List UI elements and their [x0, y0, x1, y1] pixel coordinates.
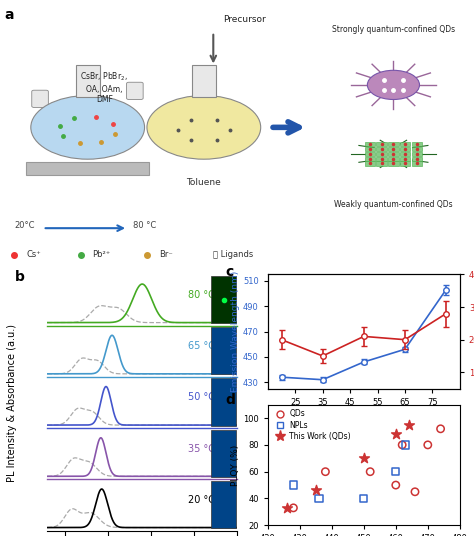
Text: PL Intensity & Absorbance (a.u.): PL Intensity & Absorbance (a.u.)	[7, 324, 17, 481]
Point	[405, 420, 412, 429]
Bar	[192, 65, 216, 97]
Circle shape	[147, 95, 261, 159]
Text: 35 °C: 35 °C	[188, 444, 215, 453]
Text: CsBr, PbBr$_2$,
OA, OAm,
DMF: CsBr, PbBr$_2$, OA, OAm, DMF	[81, 71, 128, 104]
Text: Cs⁺: Cs⁺	[26, 250, 41, 259]
Bar	[388, 142, 399, 146]
Bar	[376, 142, 387, 146]
Text: 〜 Ligands: 〜 Ligands	[213, 250, 254, 259]
Text: c: c	[226, 265, 234, 279]
Bar	[365, 161, 375, 166]
Point	[312, 486, 319, 495]
Bar	[412, 157, 422, 161]
Point	[424, 441, 432, 449]
Bar	[400, 152, 410, 156]
Circle shape	[367, 70, 419, 100]
Text: 65 °C: 65 °C	[188, 341, 215, 351]
Text: Toluene: Toluene	[186, 178, 221, 187]
Circle shape	[31, 95, 145, 159]
Bar	[400, 161, 410, 166]
Point	[392, 467, 400, 476]
Bar	[365, 152, 375, 156]
Point	[401, 441, 409, 449]
Bar	[388, 147, 399, 151]
Bar	[211, 378, 236, 426]
Text: 20°C: 20°C	[14, 221, 35, 230]
Text: Precursor: Precursor	[223, 15, 265, 24]
Bar	[388, 157, 399, 161]
Bar	[26, 162, 149, 175]
Bar	[365, 142, 375, 146]
Point	[283, 504, 291, 512]
Bar	[376, 152, 387, 156]
Bar	[412, 161, 422, 166]
Bar	[376, 147, 387, 151]
Text: b: b	[15, 270, 25, 284]
Text: 20 °C: 20 °C	[188, 495, 215, 505]
Text: 80 °C: 80 °C	[133, 221, 156, 230]
Point	[411, 488, 419, 496]
Bar	[211, 481, 236, 528]
Point	[360, 454, 368, 463]
Bar	[76, 65, 100, 97]
Text: a: a	[5, 8, 14, 22]
FancyBboxPatch shape	[127, 82, 143, 100]
Bar	[400, 157, 410, 161]
Point	[437, 425, 445, 433]
Y-axis label: Emission Wavelength (nm): Emission Wavelength (nm)	[231, 271, 240, 392]
Bar	[400, 147, 410, 151]
Point	[290, 481, 297, 489]
Point	[315, 494, 323, 503]
Text: Pb²⁺: Pb²⁺	[92, 250, 111, 259]
Bar	[211, 430, 236, 477]
Point	[360, 494, 368, 503]
Text: Strongly quantum-confined QDs: Strongly quantum-confined QDs	[332, 25, 455, 34]
Y-axis label: PLQY (%): PLQY (%)	[231, 444, 240, 486]
Point	[392, 481, 400, 489]
Bar	[365, 157, 375, 161]
Text: 50 °C: 50 °C	[188, 392, 215, 403]
Bar	[412, 142, 422, 146]
Bar	[400, 142, 410, 146]
Bar	[211, 276, 236, 323]
Text: 80 °C: 80 °C	[188, 290, 215, 300]
Bar	[211, 327, 236, 374]
Bar	[365, 147, 375, 151]
Bar	[376, 161, 387, 166]
Bar	[412, 152, 422, 156]
Bar	[388, 152, 399, 156]
Legend: QDs, NPLs, This Work (QDs): QDs, NPLs, This Work (QDs)	[272, 408, 352, 442]
Bar	[388, 161, 399, 166]
X-axis label: Precursor Temperature (°C): Precursor Temperature (°C)	[302, 410, 426, 419]
Bar	[376, 157, 387, 161]
Point	[366, 467, 374, 476]
Bar	[412, 147, 422, 151]
Point	[322, 467, 329, 476]
Point	[399, 441, 406, 449]
Text: Weakly quantum-confined QDs: Weakly quantum-confined QDs	[334, 200, 453, 209]
Text: d: d	[226, 392, 236, 407]
Point	[392, 430, 400, 438]
Point	[290, 504, 297, 512]
Text: Br⁻: Br⁻	[159, 250, 173, 259]
FancyBboxPatch shape	[32, 90, 48, 107]
